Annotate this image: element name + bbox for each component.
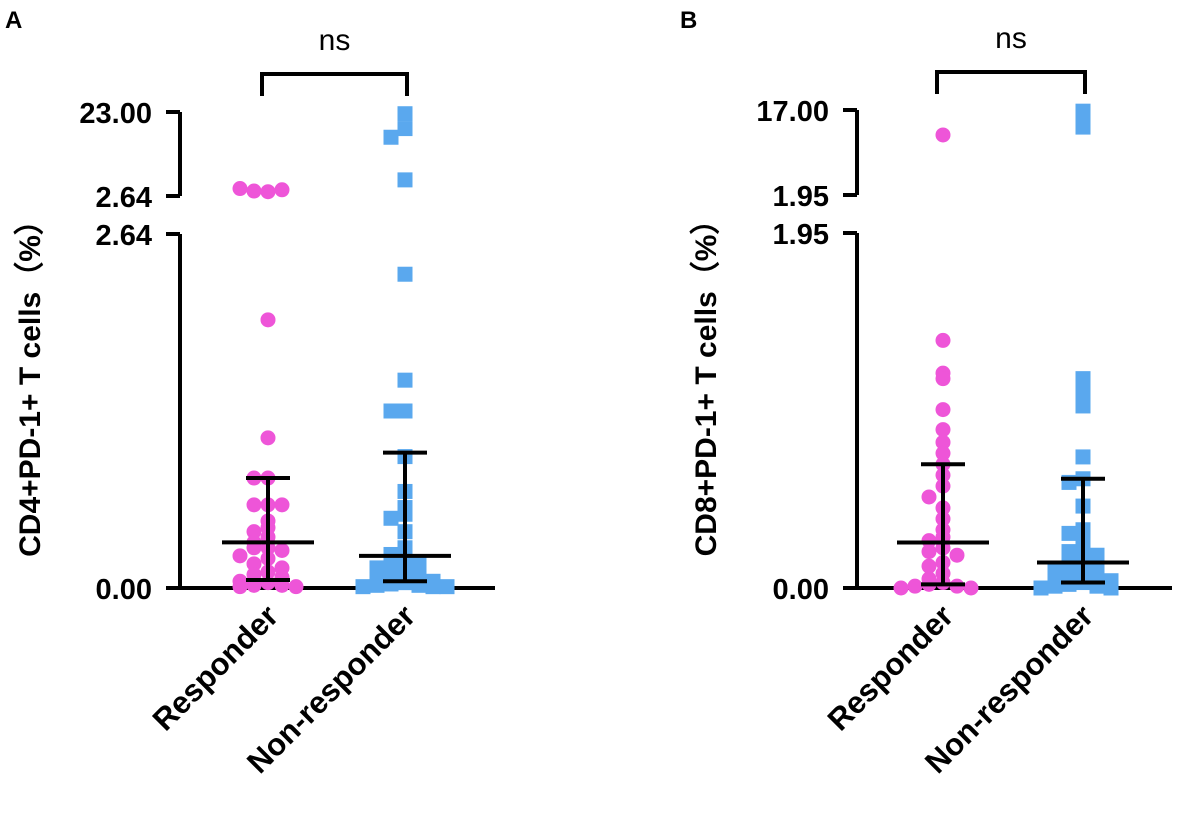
- data-point: [1061, 525, 1077, 541]
- data-point: [232, 548, 248, 564]
- data-point: [397, 106, 413, 122]
- data-point: [355, 579, 371, 595]
- y-tick-label: 1.95: [773, 181, 829, 213]
- x-tick-label: Responder: [821, 598, 960, 737]
- series-non-responder: [355, 106, 455, 595]
- data-point: [935, 332, 951, 348]
- data-point: [1075, 119, 1091, 135]
- data-point: [425, 579, 441, 595]
- y-tick-label: 0.00: [773, 574, 829, 606]
- data-point: [232, 181, 248, 197]
- data-point: [935, 422, 951, 438]
- data-point: [260, 184, 276, 200]
- data-point: [369, 560, 385, 576]
- panel-label: B: [680, 7, 697, 34]
- data-point: [397, 266, 413, 282]
- data-point: [383, 510, 399, 526]
- data-point: [397, 172, 413, 188]
- data-point: [274, 542, 290, 558]
- data-point: [1033, 580, 1049, 596]
- data-point: [1075, 371, 1091, 387]
- error-bar: [897, 462, 989, 587]
- error-bar: [1037, 476, 1129, 585]
- data-point: [1047, 578, 1063, 594]
- data-point: [383, 129, 399, 145]
- significance-bracket: [935, 70, 1087, 94]
- data-point: [921, 489, 937, 505]
- data-point: [935, 127, 951, 143]
- data-point: [1075, 398, 1091, 414]
- data-point: [397, 372, 413, 388]
- data-point: [907, 578, 923, 594]
- y-axis-label: CD4+PD-1+ T cells（%）: [13, 205, 47, 557]
- data-point: [411, 556, 427, 572]
- data-point: [246, 556, 262, 572]
- data-point: [274, 497, 290, 513]
- data-point: [949, 547, 965, 563]
- y-tick-label: 17.00: [756, 96, 829, 128]
- data-point: [963, 580, 979, 596]
- y-tick-label: 2.64: [96, 220, 152, 252]
- data-point: [439, 579, 455, 595]
- significance-label: ns: [319, 24, 351, 57]
- significance-bracket: [260, 72, 409, 96]
- series-responder: [222, 181, 314, 595]
- data-point: [935, 445, 951, 461]
- data-point: [397, 403, 413, 419]
- panel-label: A: [5, 7, 22, 34]
- x-tick-label: Responder: [146, 598, 285, 737]
- data-point: [935, 434, 951, 450]
- data-point: [232, 579, 248, 595]
- y-tick-label: 0.00: [96, 574, 152, 606]
- data-point: [383, 576, 399, 592]
- data-point: [260, 312, 276, 328]
- y-tick-label: 23.00: [79, 98, 152, 130]
- error-bar: [359, 450, 451, 584]
- data-point: [935, 371, 951, 387]
- series-responder: [893, 127, 989, 596]
- data-point: [397, 121, 413, 137]
- error-bar: [222, 476, 314, 582]
- panel-b: B CD8+PD-1+ T cells（%） 0.00 1.95 1.95 17.00 ns…: [680, 7, 1172, 780]
- data-point: [383, 403, 399, 419]
- data-point: [1103, 580, 1119, 596]
- significance-label: ns: [995, 22, 1027, 55]
- data-point: [369, 577, 385, 593]
- y-tick-label: 2.64: [96, 182, 152, 214]
- data-point: [260, 430, 276, 446]
- data-point: [935, 402, 951, 418]
- data-point: [246, 497, 262, 513]
- data-point: [893, 580, 909, 596]
- y-tick-label: 1.95: [773, 219, 829, 251]
- data-point: [1075, 449, 1091, 465]
- data-point: [921, 544, 937, 560]
- data-point: [246, 183, 262, 199]
- panel-a: A CD4+PD-1+ T cells（%） 0.00 2.64 2.64 23.00 ns…: [5, 7, 495, 780]
- data-point: [1075, 383, 1091, 399]
- data-point: [921, 558, 937, 574]
- data-point: [288, 579, 304, 595]
- data-point: [274, 182, 290, 198]
- series-non-responder: [1033, 103, 1129, 596]
- data-point: [246, 524, 262, 540]
- y-axis-label: CD8+PD-1+ T cells（%）: [689, 205, 723, 557]
